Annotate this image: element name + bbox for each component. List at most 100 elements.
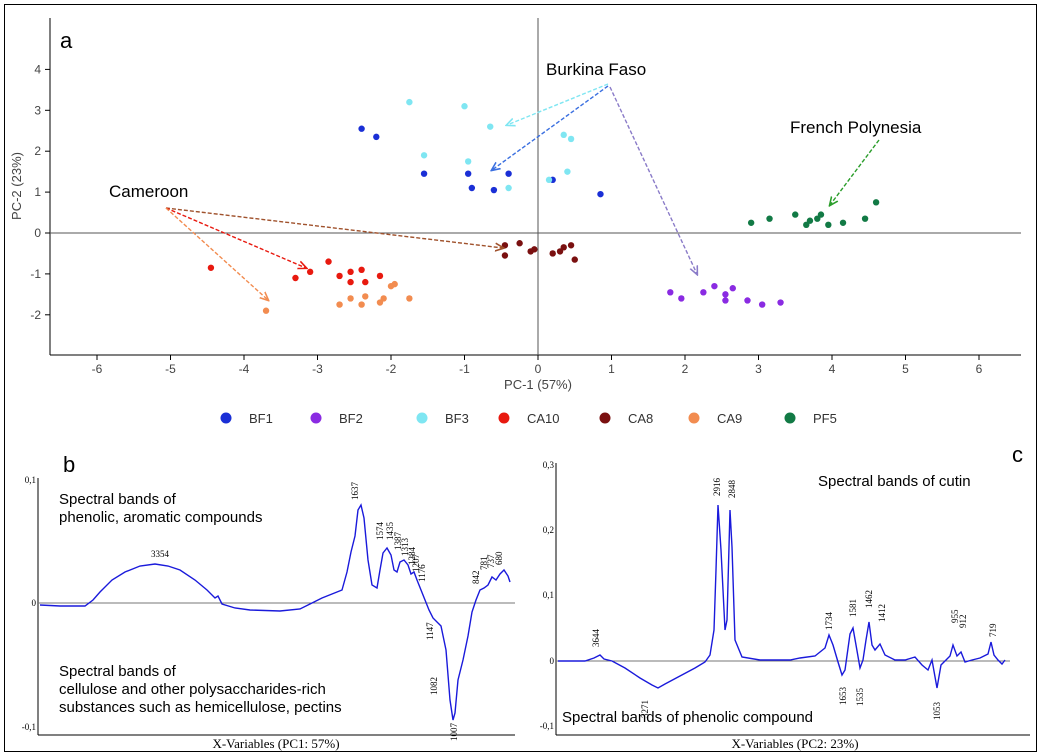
annotation-cameroon: Cameroon [109,182,188,201]
y-tick-label: 0,1 [25,475,36,485]
data-point-ca10 [325,258,332,265]
x-axis-title: PC-1 (57%) [504,377,572,392]
data-point-bf2 [729,285,736,292]
data-point-bf1 [597,190,604,198]
peak-labels-c: 3644 3271 2916 2848 1734 1653 1581 1535 14621412… [591,478,998,721]
annotation-arrow [165,207,306,268]
legend: BF1 BF2 BF3 CA10 CA8 CA9 PF5 [220,411,837,426]
x-tick-label: 6 [976,362,983,376]
legend-label: BF2 [339,411,363,426]
peak-label: 1007 [449,723,459,742]
data-point-ca10 [362,278,369,286]
spectrum-line-pc1 [39,503,511,721]
figure-frame [4,4,1037,752]
y-tick-label: -0,1 [22,722,36,732]
data-point-bf3 [487,123,494,130]
peak-label: 1535 [855,688,865,707]
data-point-pf5 [861,215,869,222]
data-point-bf2 [711,282,718,290]
data-point-pf5 [817,211,825,218]
legend-marker [310,412,322,424]
x-tick-label: 4 [829,362,836,376]
peak-label: 1637 [350,482,360,501]
x-tick-label: -1 [459,362,470,376]
peak-label: 3354 [151,549,170,559]
legend-marker [416,412,428,424]
peak-label: 1412 [877,604,887,622]
data-point-ca10 [358,266,365,274]
legend-label: CA9 [717,411,742,426]
legend-label: BF1 [249,411,273,426]
legend-marker [784,412,796,424]
x-tick-label: -6 [92,362,103,376]
data-point-bf3 [545,176,553,184]
y-tick-label: 4 [34,62,41,76]
peak-label: 1387 [393,532,403,551]
peak-label: 1462 [864,590,874,608]
data-point-pf5 [839,219,847,226]
peak-label: 1734 [824,612,834,631]
peak-label: 781 [479,557,489,571]
data-point-bf2 [777,299,784,306]
x-tick-label: -2 [386,362,397,376]
panel-label-b: b [63,452,75,477]
data-point-ca9 [262,307,270,314]
x-tick-label: 1 [608,362,615,376]
peak-label: 737 [486,554,496,568]
data-point-ca9 [358,301,365,308]
x-tick-label: -4 [239,362,250,376]
data-point-bf3 [564,168,571,175]
peak-label: 1207 [411,554,421,573]
data-point-pf5 [814,215,821,222]
data-point-bf1 [358,125,365,132]
group-arrows [165,83,880,300]
y-tick-label: -1 [30,267,41,281]
data-point-pf5 [792,211,799,218]
y-tick-label: 2 [34,144,41,158]
data-point-ca8 [567,242,575,249]
y-tick-label: 0,3 [543,460,555,470]
data-point-ca10 [336,272,343,280]
y-tick-label: 1 [34,185,41,199]
data-point-ca9 [380,295,387,302]
legend-label: CA8 [628,411,653,426]
peak-label: 842 [471,571,481,585]
peak-label: 1581 [848,599,858,617]
data-points [207,98,880,314]
data-point-ca10 [347,268,354,276]
data-point-ca8 [560,244,567,251]
peak-label: 719 [988,623,998,637]
data-point-bf2 [722,291,729,298]
annotation-text: Spectral bands of [59,663,177,680]
annotation-arrow [165,207,503,248]
pca-scatter-panel: a -6 -5 -4 -3 -2 -1 0 1 2 3 4 5 6 -2 -1 0 1 2 3 4 PC-1 (57%… [9,18,1021,392]
data-point-pf5 [872,199,880,206]
peak-label: 1284 [407,547,417,566]
annotation-text: Spectral bands of phenolic compound [562,709,813,726]
data-point-ca9 [347,295,354,302]
legend-marker [599,412,611,424]
data-point-ca8 [571,256,578,263]
data-point-ca9 [387,282,395,290]
x-tick-label: 2 [682,362,689,376]
annotation-arrow [165,207,268,300]
data-point-bf1 [373,133,380,141]
annotation-text: Spectral bands of cutin [818,473,971,490]
legend-marker [498,412,510,424]
data-point-bf3 [420,152,428,159]
data-point-bf3 [560,131,567,139]
data-point-pf5 [803,221,810,229]
y-tick-label: 0,2 [543,525,554,535]
data-point-bf1 [505,170,512,177]
legend-label: BF3 [445,411,469,426]
y-tick-label: -2 [30,308,41,322]
data-point-ca9 [336,301,343,308]
data-point-ca8 [556,248,564,255]
peak-label: 1053 [932,702,942,721]
peak-label: 2916 [712,478,722,497]
annotation-burkina-faso: Burkina Faso [546,60,646,79]
axis-ticks: -6 -5 -4 -3 -2 -1 0 1 2 3 4 5 6 -2 -1 0 1 2 3 4 [30,62,982,376]
data-point-ca8 [516,240,523,247]
data-point-ca10 [306,268,314,276]
loadings-pc2-panel: c 0,3 0,2 0,1 0 -0,1 3644 3271 2916 2848 173… [540,442,1030,751]
